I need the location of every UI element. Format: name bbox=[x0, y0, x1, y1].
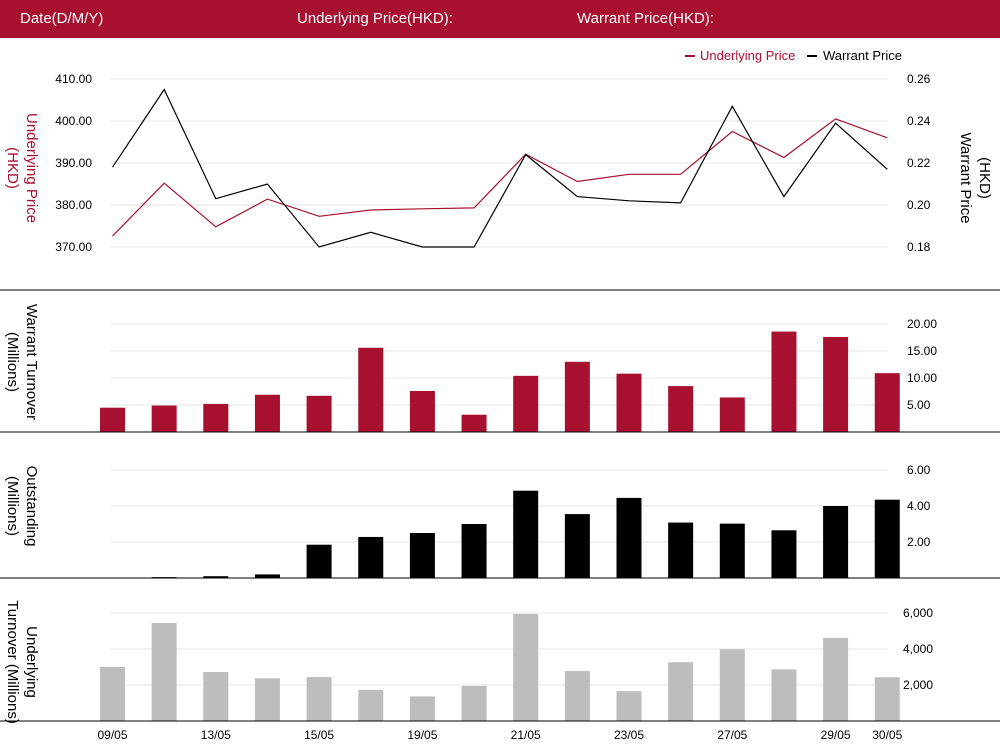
bar-outstanding bbox=[771, 530, 797, 578]
y-left-tick-label: 410.00 bbox=[55, 72, 92, 86]
y-axis-label: (Millions) bbox=[4, 332, 21, 392]
bar-underlying-turnover bbox=[203, 672, 229, 721]
bar-underlying-turnover bbox=[771, 669, 797, 721]
bar-warrant-turnover bbox=[306, 395, 332, 432]
bar-underlying-turnover bbox=[358, 689, 384, 721]
bar-underlying-turnover bbox=[564, 670, 590, 721]
y-left-axis-label: (HKD) bbox=[4, 147, 21, 189]
y-tick-label: 20.00 bbox=[907, 317, 937, 331]
bar-warrant-turnover bbox=[823, 336, 849, 432]
bar-underlying-turnover bbox=[254, 678, 280, 721]
bar-outstanding bbox=[564, 514, 590, 578]
legend-label-underlying: Underlying Price bbox=[700, 48, 795, 63]
legend-label-warrant: Warrant Price bbox=[823, 48, 902, 63]
bar-warrant-turnover bbox=[461, 414, 487, 432]
bar-underlying-turnover bbox=[616, 691, 642, 721]
bar-outstanding bbox=[306, 544, 332, 578]
y-tick-label: 6.00 bbox=[907, 463, 931, 477]
header-bar: Date(D/M/Y) Underlying Price(HKD): Warra… bbox=[0, 0, 1000, 38]
bar-underlying-turnover bbox=[461, 685, 487, 721]
y-tick-label: 2.00 bbox=[907, 535, 931, 549]
y-tick-label: 15.00 bbox=[907, 344, 937, 358]
y-tick-label: 10.00 bbox=[907, 371, 937, 385]
y-left-tick-label: 370.00 bbox=[55, 240, 92, 254]
x-tick-label: 21/05 bbox=[511, 728, 541, 742]
x-tick-label: 30/05 bbox=[872, 728, 902, 742]
bar-warrant-turnover bbox=[668, 386, 694, 432]
bar-outstanding bbox=[719, 523, 745, 578]
x-tick-label: 27/05 bbox=[717, 728, 747, 742]
date-label: Date(D/M/Y) bbox=[20, 10, 104, 27]
bar-underlying-turnover bbox=[823, 637, 849, 721]
y-axis-label: (Millions) bbox=[4, 476, 21, 536]
bar-outstanding bbox=[358, 536, 384, 578]
bar-warrant-turnover bbox=[874, 373, 900, 432]
bar-underlying-turnover bbox=[151, 622, 177, 721]
y-axis-label: Outstanding bbox=[23, 466, 40, 547]
x-tick-label: 09/05 bbox=[97, 728, 127, 742]
bar-underlying-turnover bbox=[306, 677, 332, 721]
y-right-tick-label: 0.22 bbox=[907, 156, 931, 170]
bar-underlying-turnover bbox=[513, 613, 539, 721]
bar-warrant-turnover bbox=[358, 347, 384, 432]
bar-underlying-turnover bbox=[668, 662, 694, 721]
y-tick-label: 6,000 bbox=[903, 606, 933, 620]
bar-outstanding bbox=[874, 499, 900, 578]
y-tick-label: 4,000 bbox=[903, 642, 933, 656]
bar-warrant-turnover bbox=[254, 394, 280, 432]
bar-outstanding bbox=[513, 490, 539, 578]
bar-warrant-turnover bbox=[513, 375, 539, 432]
bar-warrant-turnover bbox=[564, 361, 590, 432]
y-axis-label: Turnover (Millions) bbox=[4, 600, 21, 724]
bar-warrant-turnover bbox=[203, 403, 229, 432]
bar-outstanding bbox=[461, 524, 487, 578]
x-tick-label: 23/05 bbox=[614, 728, 644, 742]
x-tick-label: 15/05 bbox=[304, 728, 334, 742]
x-tick-label: 29/05 bbox=[821, 728, 851, 742]
x-tick-label: 19/05 bbox=[407, 728, 437, 742]
y-axis-label: Underlying bbox=[23, 626, 40, 698]
bar-underlying-turnover bbox=[409, 696, 435, 721]
bar-underlying-turnover bbox=[719, 649, 745, 721]
chart-area: 410.00 400.00 390.00 380.00 370.00 0.26 0.24 0.… bbox=[0, 48, 1000, 742]
underlying-price-label: Underlying Price(HKD): bbox=[297, 10, 453, 27]
bar-outstanding bbox=[203, 576, 229, 578]
y-right-tick-label: 0.18 bbox=[907, 240, 931, 254]
bar-warrant-turnover bbox=[719, 397, 745, 432]
x-tick-label: 13/05 bbox=[201, 728, 231, 742]
bar-warrant-turnover bbox=[409, 390, 435, 432]
series-line-underlying-price bbox=[112, 118, 888, 237]
y-tick-label: 2,000 bbox=[903, 678, 933, 692]
bar-outstanding bbox=[254, 574, 280, 578]
bar-outstanding bbox=[668, 522, 694, 578]
y-tick-label: 5.00 bbox=[907, 398, 931, 412]
y-right-axis-label: (HKD) bbox=[976, 157, 993, 199]
y-tick-label: 4.00 bbox=[907, 499, 931, 513]
bar-warrant-turnover bbox=[151, 405, 177, 432]
y-left-tick-label: 390.00 bbox=[55, 156, 92, 170]
warrant-price-label: Warrant Price(HKD): bbox=[577, 10, 714, 27]
bar-outstanding bbox=[823, 506, 849, 578]
bar-outstanding bbox=[616, 497, 642, 578]
y-left-axis-label: Underlying Price bbox=[23, 113, 40, 223]
y-right-tick-label: 0.24 bbox=[907, 114, 931, 128]
y-right-tick-label: 0.20 bbox=[907, 198, 931, 212]
bar-warrant-turnover bbox=[616, 373, 642, 432]
bar-outstanding bbox=[409, 533, 435, 578]
y-left-tick-label: 380.00 bbox=[55, 198, 92, 212]
bar-warrant-turnover bbox=[771, 331, 797, 432]
y-left-tick-label: 400.00 bbox=[55, 114, 92, 128]
bar-underlying-turnover bbox=[100, 667, 125, 721]
bar-warrant-turnover bbox=[100, 407, 125, 432]
y-right-tick-label: 0.26 bbox=[907, 72, 931, 86]
y-axis-label: Warrant Turnover bbox=[23, 304, 40, 420]
y-right-axis-label: Warrant Price bbox=[957, 132, 974, 223]
bar-underlying-turnover bbox=[874, 677, 900, 721]
series-line-warrant-price bbox=[112, 88, 888, 248]
